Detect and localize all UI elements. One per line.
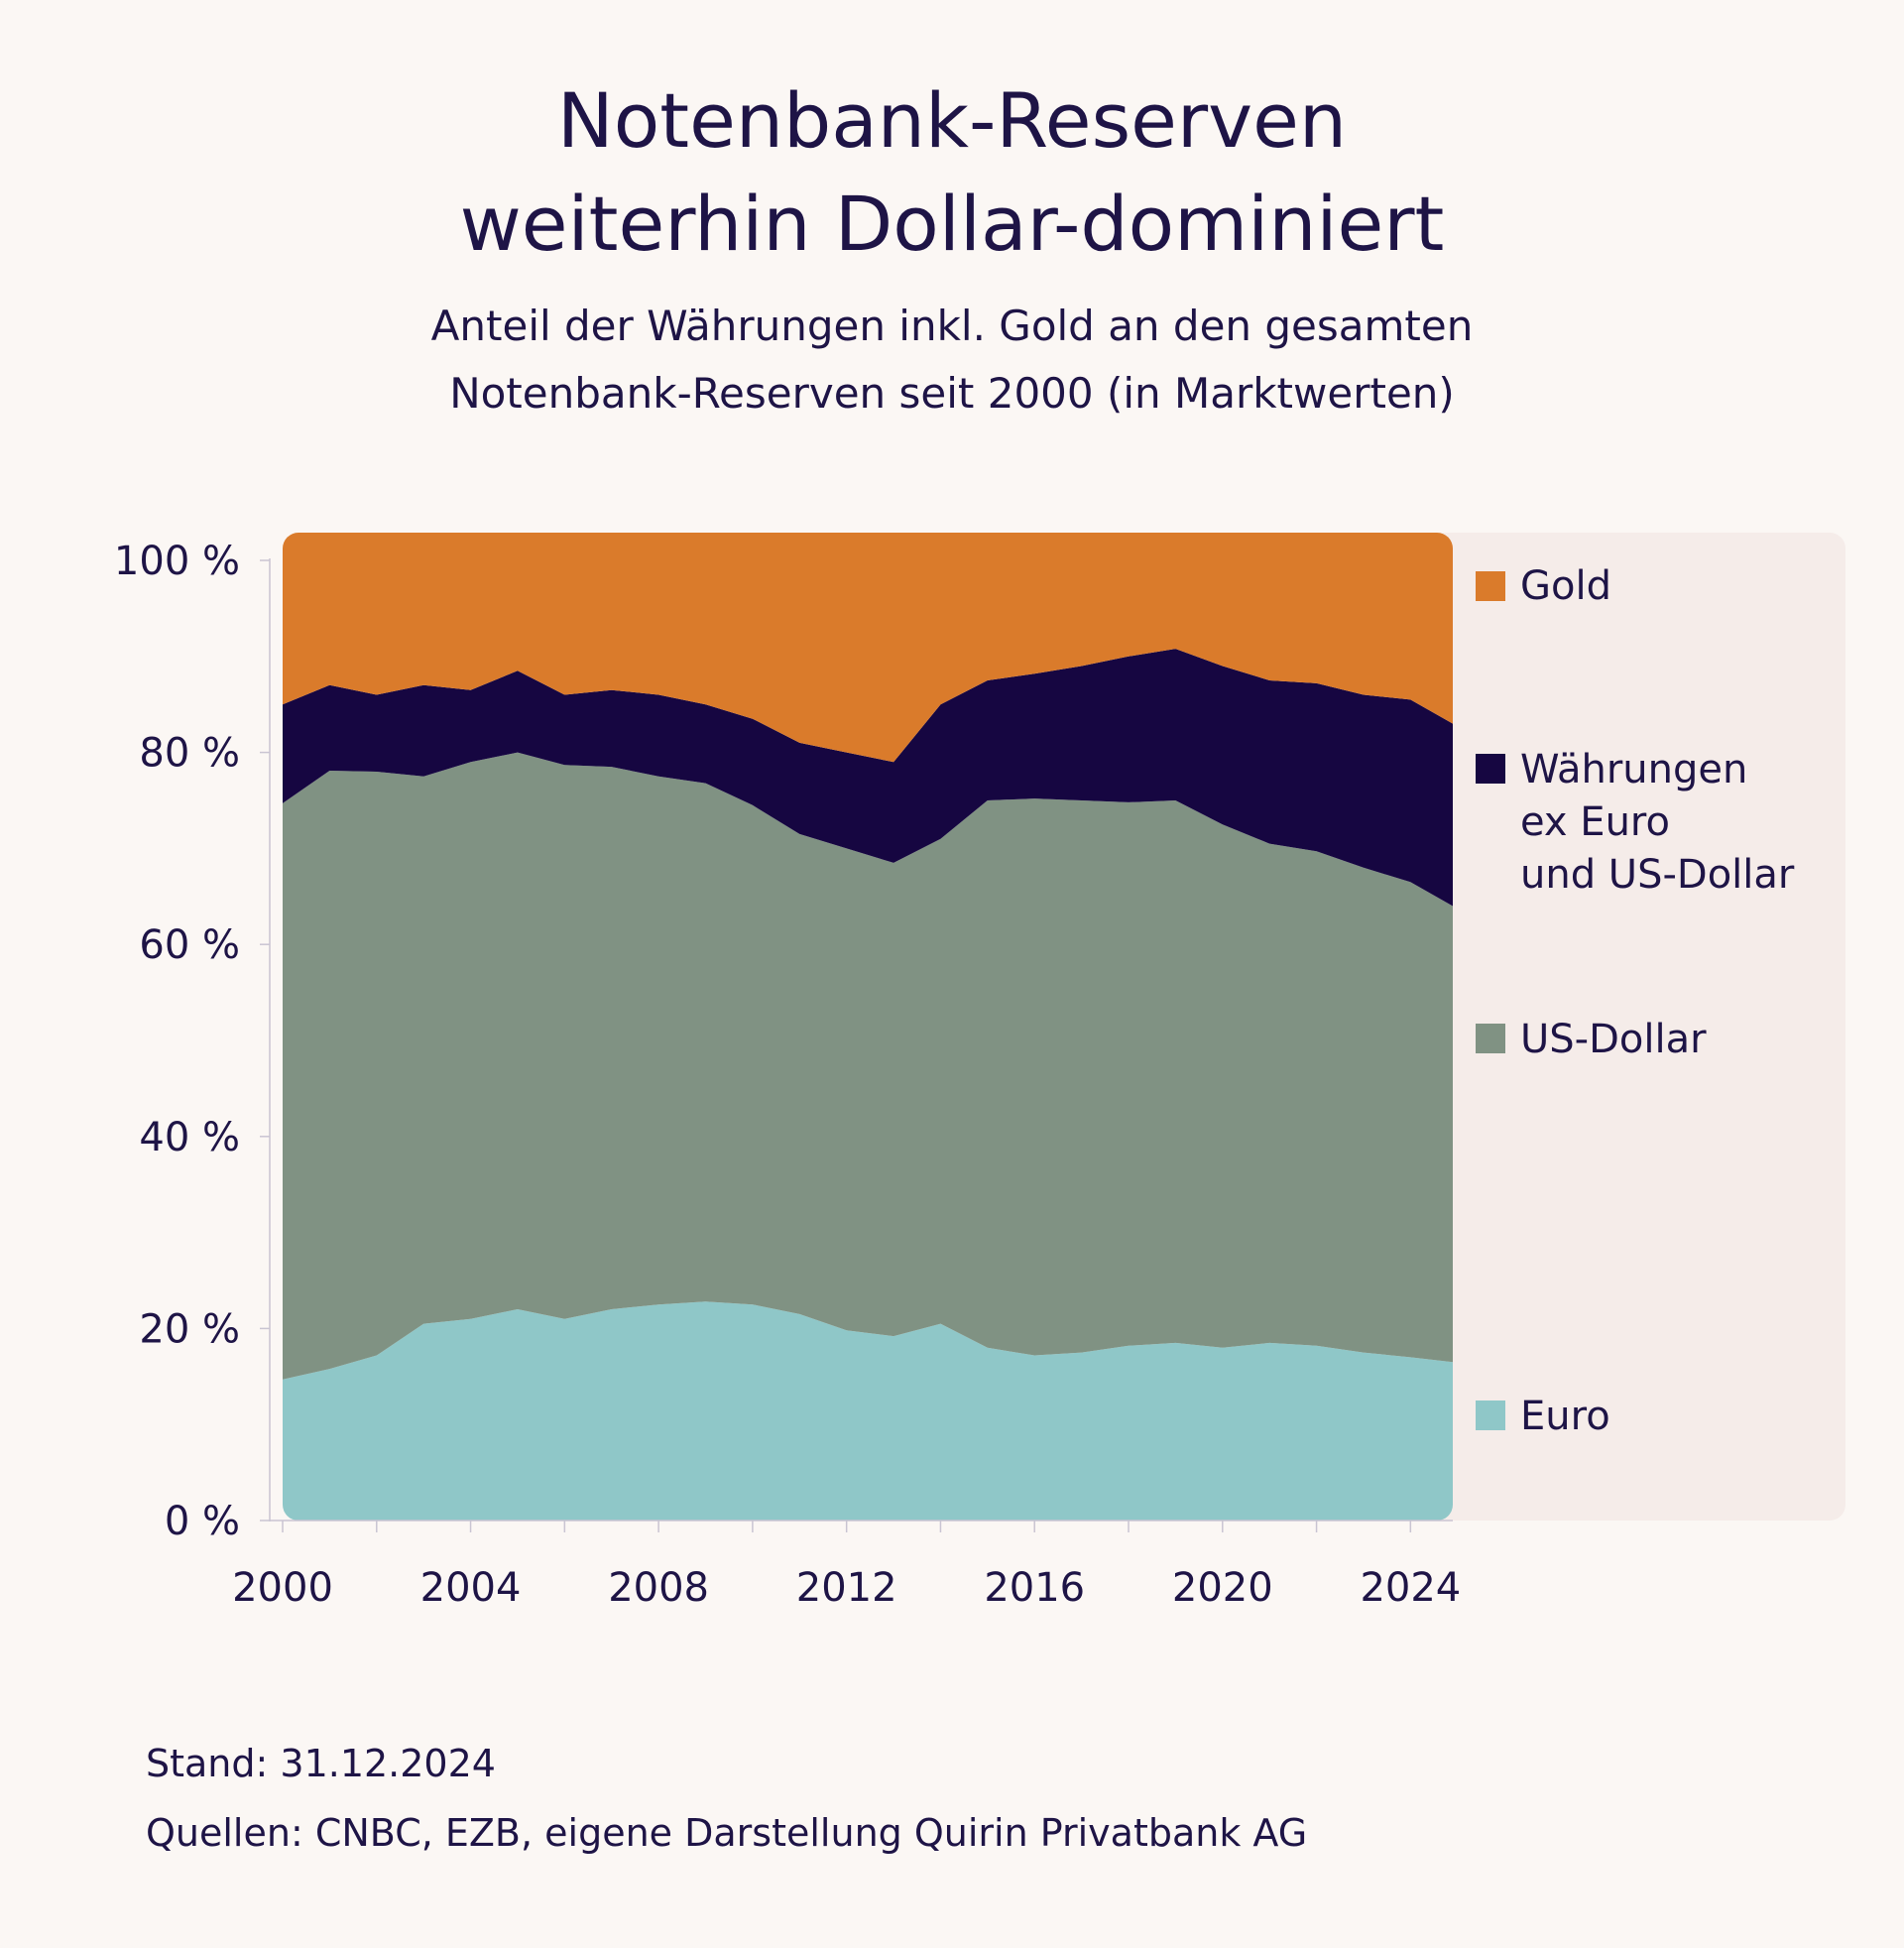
y-tick-label: 0 % [165, 1499, 240, 1544]
legend-label-other-line-2: ex Euro [1520, 799, 1670, 845]
area-series-w-hrungen-ex-euro-und-us-dollar [283, 649, 1453, 907]
legend-label-euro: Euro [1520, 1394, 1610, 1439]
legend-label-gold: Gold [1520, 563, 1611, 609]
x-tick-label: 2020 [1172, 1565, 1273, 1611]
chart-subtitle-line-2: Notenbank-Reserven seit 2000 (in Marktwe… [449, 369, 1455, 418]
area-series-us-dollar [283, 752, 1453, 1380]
y-tick-label: 60 % [139, 922, 240, 968]
legend-panel [1428, 533, 1845, 1521]
x-tick-label: 2000 [232, 1565, 333, 1611]
x-tick-label: 2016 [984, 1565, 1085, 1611]
x-tick-label: 2008 [608, 1565, 709, 1611]
chart-subtitle: Anteil der Währungen inkl. Gold an den g… [0, 293, 1904, 427]
chart-title: Notenbank-Reserven weiterhin Dollar-domi… [0, 69, 1904, 276]
area-layers [283, 533, 1453, 1521]
x-axis: 2000 2004 2008 2012 2016 2020 2024 [232, 1520, 1461, 1611]
y-axis: 0 % 20 % 40 % 60 % 80 % 100 % [114, 539, 271, 1544]
y-tick-label: 40 % [139, 1115, 240, 1160]
x-tick-label: 2012 [796, 1565, 897, 1611]
legend-label-other-line-1: Währungen [1520, 747, 1747, 792]
legend-swatch-euro [1476, 1400, 1505, 1430]
legend-swatch-other-currencies [1476, 754, 1505, 784]
y-tick-label: 100 % [114, 539, 240, 584]
legend-swatch-gold [1476, 571, 1505, 601]
footnote-sources: Quellen: CNBC, EZB, eigene Darstellung Q… [146, 1811, 1308, 1855]
y-tick-label: 80 % [139, 731, 240, 777]
x-tick-label: 2024 [1360, 1565, 1461, 1611]
area-series-euro [283, 1301, 1453, 1521]
chart-title-line-2: weiterhin Dollar-dominiert [459, 180, 1445, 268]
chart-title-line-1: Notenbank-Reserven [556, 76, 1348, 165]
legend-swatch-us-dollar [1476, 1024, 1505, 1053]
legend-label-other-line-3: und US-Dollar [1520, 852, 1795, 898]
footnote-stand: Stand: 31.12.2024 [146, 1742, 496, 1785]
legend: Gold Währungen ex Euro und US-Dollar US-… [1476, 563, 1795, 1439]
chart-subtitle-line-1: Anteil der Währungen inkl. Gold an den g… [430, 302, 1474, 350]
legend-label-us-dollar: US-Dollar [1520, 1017, 1707, 1062]
x-tick-label: 2004 [420, 1565, 522, 1611]
y-tick-label: 20 % [139, 1306, 240, 1352]
area-series-gold [283, 533, 1453, 763]
